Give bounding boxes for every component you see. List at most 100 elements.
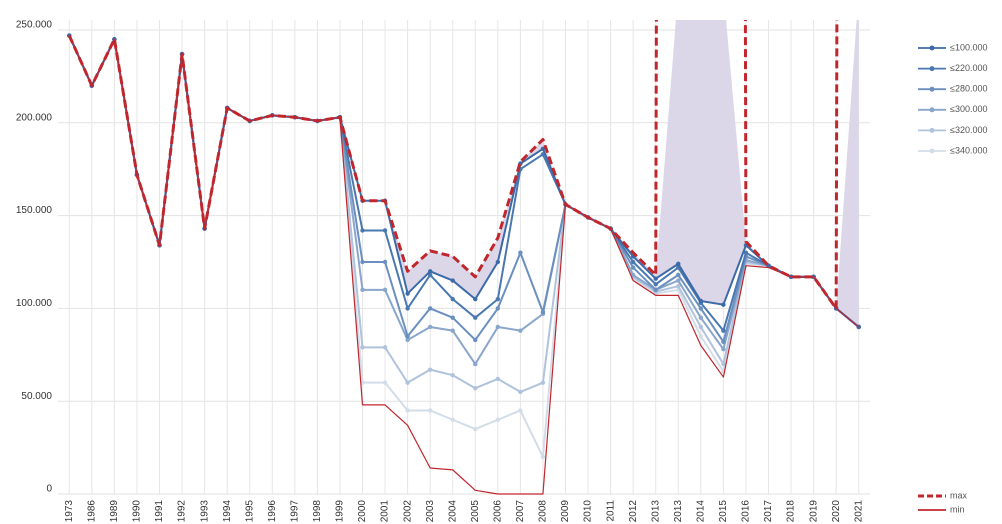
x-tick-label: 1997 bbox=[289, 500, 300, 523]
x-tick-label: 1992 bbox=[177, 500, 188, 523]
x-tick-label: 2001 bbox=[380, 500, 391, 523]
series-point bbox=[676, 278, 681, 283]
series-point bbox=[405, 291, 410, 296]
series-point bbox=[473, 337, 478, 343]
series-point bbox=[450, 417, 455, 422]
series-point bbox=[405, 306, 410, 311]
series-point bbox=[698, 315, 704, 320]
series-point bbox=[540, 309, 546, 315]
series-point bbox=[540, 146, 546, 151]
x-tick-label: 2002 bbox=[402, 500, 413, 523]
series-point bbox=[495, 259, 501, 265]
series-point bbox=[518, 250, 523, 255]
x-tick-label: 2018 bbox=[786, 500, 797, 523]
series-point bbox=[721, 328, 726, 333]
series-point bbox=[450, 373, 455, 378]
series-point bbox=[450, 296, 455, 302]
x-tick-label: 2004 bbox=[447, 500, 458, 523]
x-tick-label: 1994 bbox=[222, 500, 233, 523]
series-point bbox=[698, 306, 704, 311]
series-point bbox=[698, 298, 704, 304]
series-point bbox=[495, 417, 501, 422]
series-point bbox=[473, 296, 478, 302]
series-point bbox=[721, 347, 726, 352]
x-tick-label: 2014 bbox=[695, 500, 706, 523]
series-point bbox=[382, 380, 388, 385]
x-tick-label: 2010 bbox=[583, 500, 594, 523]
series-point bbox=[721, 339, 726, 345]
x-tick-label: 1998 bbox=[312, 500, 323, 523]
series-point bbox=[382, 228, 388, 233]
axes: 0 50.000 100.000 150.000 200.000 250.000 1973 1… bbox=[16, 20, 865, 523]
x-tick-label: 2005 bbox=[470, 500, 481, 523]
x-tick-label: 1986 bbox=[86, 500, 97, 523]
x-tick-label: 2013 bbox=[673, 500, 684, 523]
y-tick-label: 250.000 bbox=[16, 20, 53, 31]
legend-marker bbox=[929, 66, 935, 72]
y-tick-label: 200.000 bbox=[16, 112, 53, 123]
x-tick-label: 2017 bbox=[763, 500, 774, 523]
legend-label: min bbox=[950, 504, 965, 514]
series-line bbox=[67, 20, 839, 310]
series-point bbox=[630, 272, 636, 278]
series-point bbox=[360, 259, 365, 265]
series-line bbox=[68, 35, 860, 495]
x-tick-label: 2021 bbox=[853, 500, 864, 523]
x-tick-label: 2020 bbox=[831, 500, 842, 523]
legend-label: ≤280.000 bbox=[950, 84, 987, 94]
y-tick-label: 0 bbox=[46, 484, 52, 495]
series-point bbox=[450, 328, 455, 333]
x-tick-label: 2003 bbox=[425, 500, 436, 523]
series-point bbox=[495, 324, 501, 330]
series-point bbox=[653, 282, 658, 287]
series-point bbox=[698, 334, 704, 339]
series-point bbox=[630, 259, 636, 265]
legend-label: ≤320.000 bbox=[950, 125, 987, 135]
series-point bbox=[676, 272, 681, 278]
series-point bbox=[382, 345, 388, 350]
x-tick-label: 2000 bbox=[357, 500, 368, 523]
x-tick-label: 2019 bbox=[808, 500, 819, 523]
legend-label: max bbox=[950, 490, 968, 500]
series-point bbox=[382, 287, 388, 293]
x-tick-label: 1990 bbox=[132, 500, 143, 523]
series-point bbox=[473, 386, 478, 391]
series-point bbox=[653, 287, 658, 293]
x-tick-label: 2013 bbox=[650, 500, 661, 523]
x-tick-label: 1995 bbox=[244, 500, 255, 523]
series-point bbox=[427, 367, 433, 372]
series-point bbox=[427, 408, 433, 413]
legend-marker bbox=[929, 86, 935, 92]
series-point bbox=[405, 380, 410, 385]
legend-marker bbox=[929, 107, 935, 113]
series-point bbox=[540, 380, 546, 385]
x-tick-label: 2015 bbox=[718, 500, 729, 523]
series-point bbox=[676, 283, 681, 289]
series-point bbox=[698, 324, 704, 330]
series-point bbox=[427, 324, 433, 330]
x-tick-label: 2009 bbox=[560, 500, 571, 523]
series-point bbox=[721, 302, 726, 307]
legend-label: ≤220.000 bbox=[950, 63, 987, 73]
series-point bbox=[473, 315, 478, 320]
x-tick-label: 2012 bbox=[628, 500, 639, 523]
legend: ≤100.000 ≤220.000 ≤280.000 ≤300.000 ≤320.000… bbox=[918, 42, 987, 514]
y-tick-label: 100.000 bbox=[16, 298, 53, 309]
legend-label: ≤340.000 bbox=[950, 145, 987, 155]
x-tick-label: 2007 bbox=[515, 500, 526, 523]
x-tick-label: 1999 bbox=[335, 500, 346, 523]
legend-marker bbox=[929, 45, 935, 51]
series-point bbox=[473, 426, 478, 432]
series-point bbox=[360, 287, 365, 293]
legend-label: ≤300.000 bbox=[950, 104, 987, 114]
series-point bbox=[360, 345, 365, 350]
series-point bbox=[630, 265, 636, 270]
y-tick-label: 150.000 bbox=[16, 205, 53, 216]
series-point bbox=[540, 454, 546, 460]
series-point bbox=[495, 376, 501, 382]
series-point bbox=[495, 306, 501, 311]
x-tick-label: 1996 bbox=[267, 500, 278, 523]
legend-marker bbox=[929, 127, 935, 133]
series-point bbox=[518, 408, 523, 413]
